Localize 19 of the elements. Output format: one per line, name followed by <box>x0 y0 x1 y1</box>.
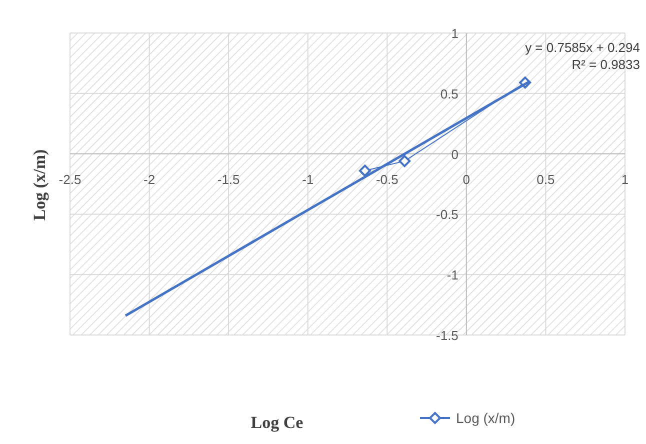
annotation: y = 0.7585x + 0.294 <box>525 40 640 55</box>
y-tick-label: 1 <box>451 26 458 41</box>
x-tick-label: -1 <box>302 172 314 187</box>
y-tick-label: -1 <box>446 268 458 283</box>
y-tick-label: -1.5 <box>436 328 458 343</box>
y-tick-label: 0.5 <box>440 86 458 102</box>
annotation: R² = 0.9833 <box>572 57 640 72</box>
y-axis-title: Log (x/m) <box>30 149 49 221</box>
y-tick-label: 0 <box>451 146 458 162</box>
x-tick-label: 0.5 <box>536 172 555 187</box>
x-tick-label: -0.5 <box>376 172 398 187</box>
legend-label: Log (x/m) <box>456 410 516 426</box>
y-tick-label: -0.5 <box>436 207 458 222</box>
x-tick-label: 1 <box>621 172 629 187</box>
x-tick-label: -1.5 <box>217 172 240 187</box>
x-tick-label: -2 <box>144 172 156 187</box>
x-tick-label: -2.5 <box>58 172 82 187</box>
x-axis-title: Log Ce <box>250 413 304 432</box>
x-tick-label: 0 <box>462 172 470 187</box>
